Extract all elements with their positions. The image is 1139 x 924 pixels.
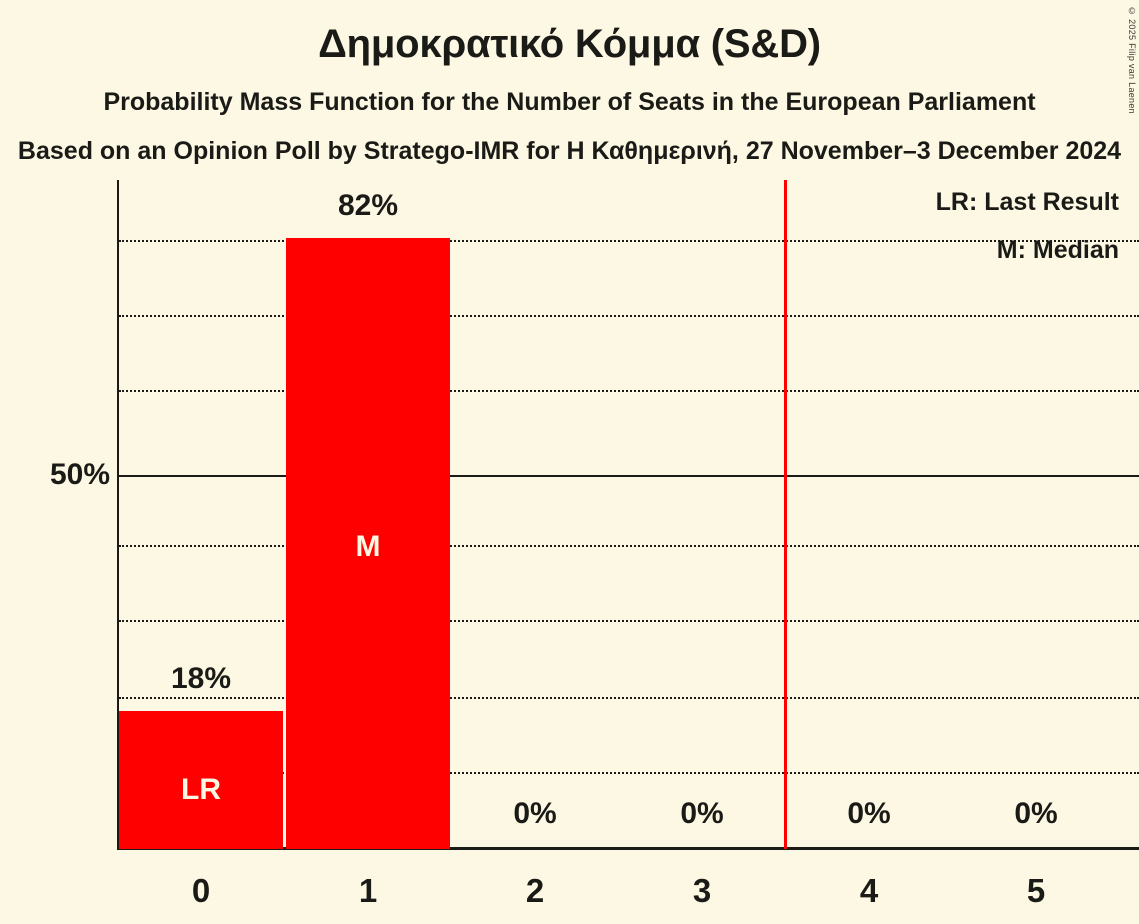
chart-subtitle: Probability Mass Function for the Number… — [103, 88, 1036, 116]
legend-item-median: M: Median — [996, 236, 1119, 264]
plot-area — [119, 180, 1139, 849]
gridline-60 — [119, 390, 1139, 392]
gridline-80 — [119, 240, 1139, 242]
bar-value-seats-5: 0% — [1014, 797, 1058, 830]
x-tick-label-2: 2 — [525, 872, 545, 909]
gridline-20 — [119, 697, 1139, 699]
y-axis-line — [117, 180, 119, 849]
chart-title: Δημοκρατικό Κόμμα (S&D) — [318, 22, 821, 66]
bar-value-seats-1: 82% — [337, 189, 399, 222]
chart-source-note: Based on an Opinion Poll by Stratego-IMR… — [17, 137, 1122, 165]
bar-seats-1[interactable]: M — [286, 238, 450, 849]
gridline-10 — [119, 772, 1139, 774]
x-axis-line — [117, 847, 1139, 850]
median-marker-line — [784, 180, 787, 849]
legend-item-last-result: LR: Last Result — [935, 188, 1119, 216]
bar-value-seats-3: 0% — [680, 797, 724, 830]
x-tick-label-4: 4 — [859, 872, 879, 909]
gridline-40 — [119, 545, 1139, 547]
median-marker: M — [355, 530, 381, 563]
last-result-marker: LR — [181, 773, 221, 806]
y-tick-label-50: 50% — [49, 458, 110, 491]
copyright-notice: © 2025 Filip van Laenen — [1127, 6, 1137, 114]
gridline-70 — [119, 315, 1139, 317]
gridline-50-major — [119, 475, 1139, 477]
bar-value-seats-4: 0% — [847, 797, 891, 830]
bar-seats-0[interactable]: LR — [119, 711, 283, 849]
gridline-30 — [119, 620, 1139, 622]
x-tick-label-0: 0 — [191, 872, 211, 909]
bar-value-seats-0: 18% — [170, 662, 232, 695]
bar-value-seats-2: 0% — [513, 797, 557, 830]
x-tick-label-3: 3 — [692, 872, 712, 909]
x-tick-label-1: 1 — [358, 872, 378, 909]
x-tick-label-5: 5 — [1026, 872, 1046, 909]
